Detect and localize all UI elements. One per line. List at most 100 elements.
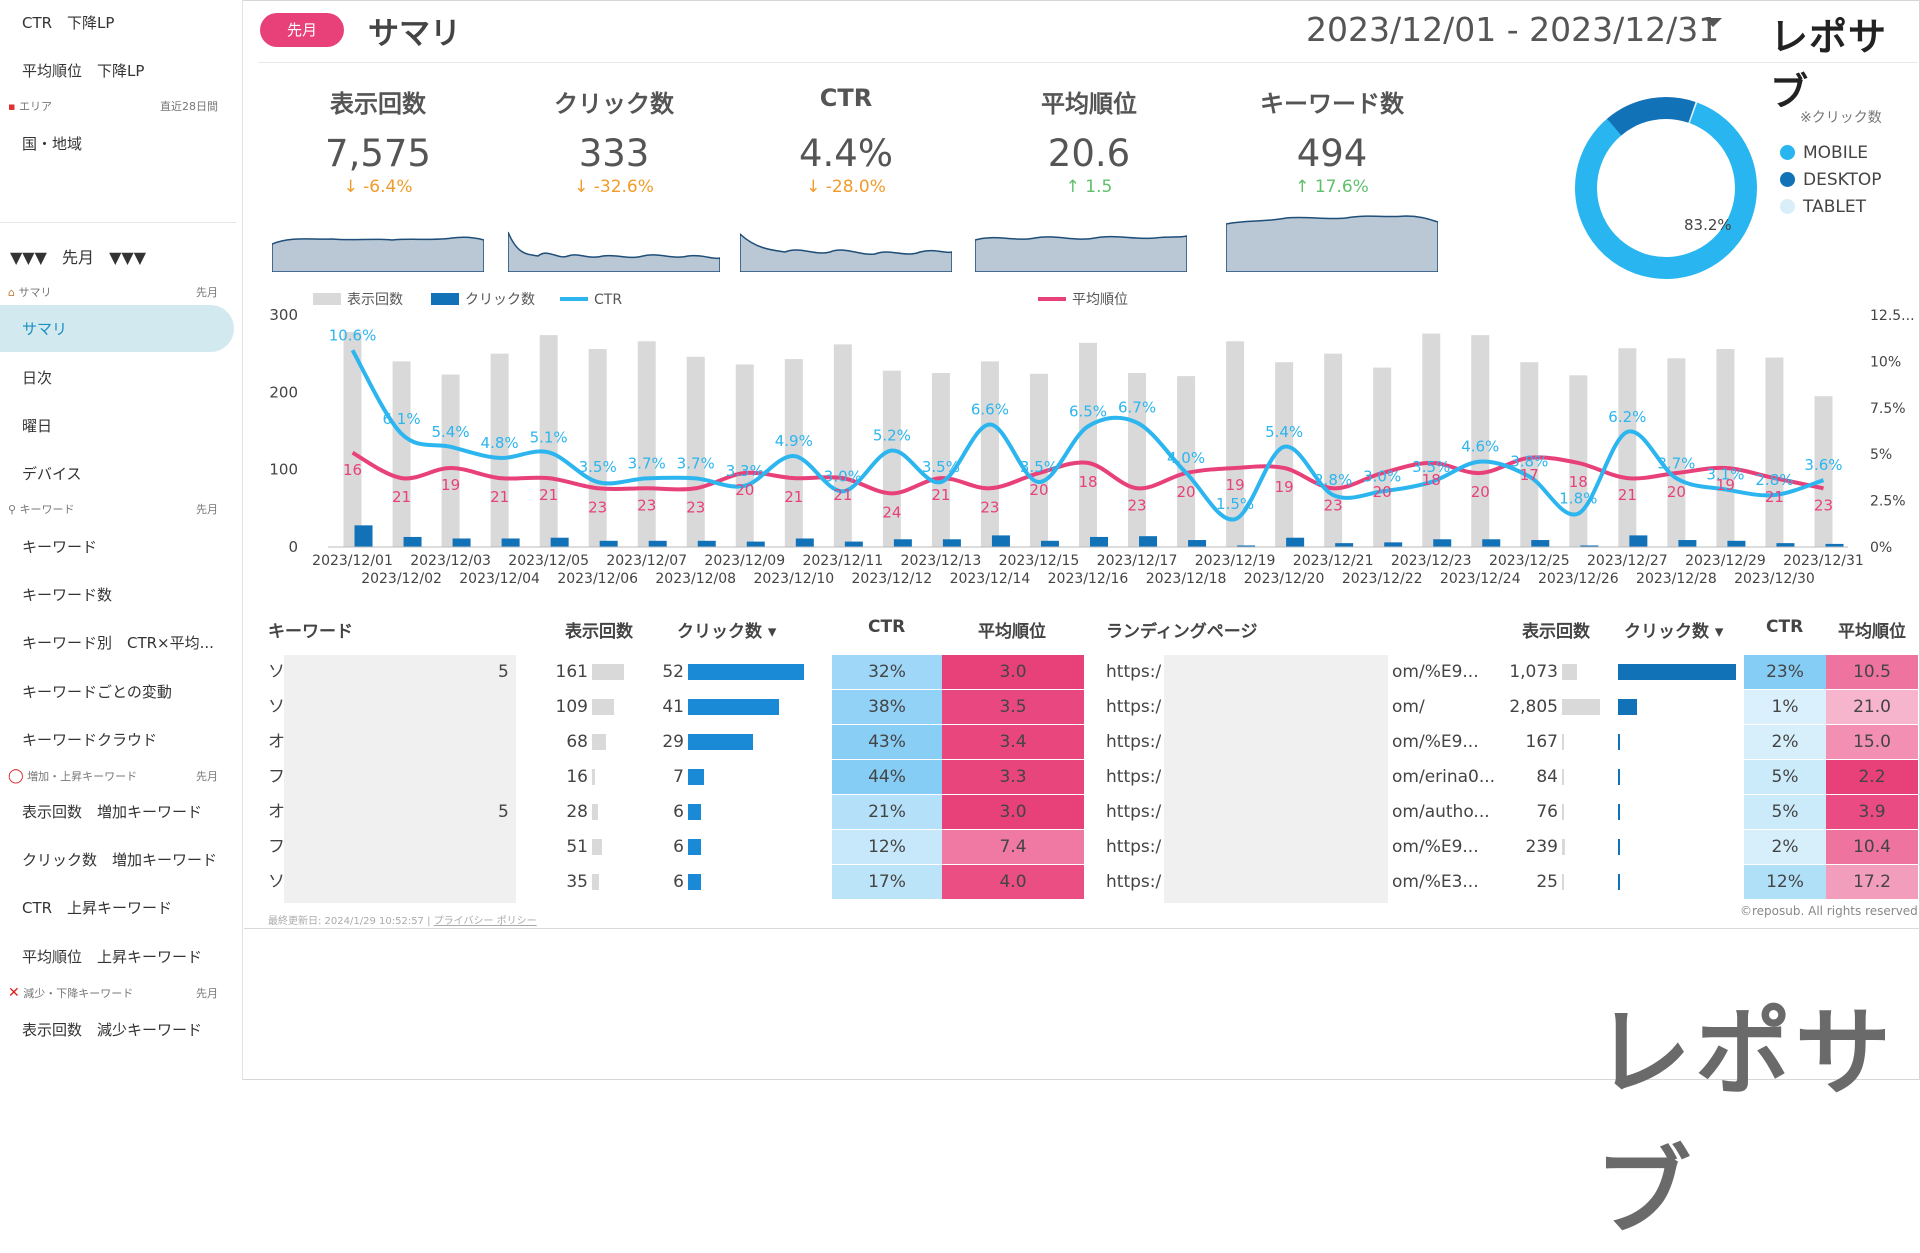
table-row[interactable]: https:/ om/%E9... 167 2% 15.0 <box>1100 725 1918 759</box>
impressions-bar[interactable] <box>1128 373 1147 547</box>
sidebar-item-keyword-change[interactable]: キーワードごとの変動 <box>22 683 172 701</box>
impressions-bar[interactable] <box>1226 341 1245 547</box>
impressions-bar[interactable] <box>392 361 411 547</box>
ctr-line[interactable] <box>350 349 1825 522</box>
impressions-bar[interactable] <box>1079 342 1097 547</box>
clicks-bar[interactable] <box>599 540 618 547</box>
col-header-clicks[interactable]: クリック数 ▾ <box>1624 622 1724 642</box>
impressions-bar[interactable] <box>784 359 803 547</box>
url-cell[interactable]: https:/ <box>1106 802 1162 822</box>
privacy-policy-link[interactable]: プライバシー ポリシー <box>433 916 537 927</box>
impressions-bar[interactable] <box>882 370 901 547</box>
clicks-bar[interactable] <box>354 525 373 547</box>
clicks-bar[interactable] <box>1727 540 1746 547</box>
sidebar-item-ctr-rise[interactable]: CTR 上昇キーワード <box>22 899 173 917</box>
impressions-bar[interactable] <box>1373 367 1392 547</box>
impressions-bar[interactable] <box>1814 396 1833 547</box>
clicks-bar[interactable] <box>1433 539 1452 547</box>
impressions-bar[interactable] <box>1029 373 1048 547</box>
position-line[interactable] <box>351 450 1824 496</box>
url-tail[interactable]: om/%E9... <box>1392 837 1479 857</box>
impressions-bar[interactable] <box>1618 348 1637 547</box>
col-header-position[interactable]: 平均順位 <box>1838 622 1906 642</box>
clicks-bar[interactable] <box>746 541 765 547</box>
clicks-bar[interactable] <box>1629 535 1648 547</box>
sidebar-item-position-rise[interactable]: 平均順位 上昇キーワード <box>22 948 203 966</box>
impressions-bar[interactable] <box>1471 335 1490 547</box>
url-tail[interactable]: om/erina0... <box>1392 767 1496 787</box>
table-row[interactable]: フ 51 6 12% 7.4 <box>268 830 1084 864</box>
chart-legend-3[interactable]: 平均順位 <box>1038 292 1128 308</box>
sidebar-item-weekday[interactable]: 曜日 <box>22 417 53 435</box>
clicks-bar[interactable] <box>795 538 814 547</box>
clicks-bar[interactable] <box>1482 539 1501 547</box>
chart-legend-2[interactable]: CTR <box>560 292 622 308</box>
table-row[interactable]: ソ 35 6 17% 4.0 <box>268 865 1084 899</box>
date-range-picker[interactable]: 2023/12/01 - 2023/12/31 <box>1306 10 1720 49</box>
clicks-bar[interactable] <box>550 537 569 547</box>
clicks-bar[interactable] <box>501 538 520 547</box>
col-header-keyword[interactable]: キーワード <box>268 622 353 642</box>
sidebar-item-keyword[interactable]: キーワード <box>22 538 98 556</box>
clicks-bar[interactable] <box>1825 543 1844 547</box>
donut-slice-desktop[interactable] <box>1566 88 1766 288</box>
chart-legend-0[interactable]: 表示回数 <box>313 292 403 308</box>
impressions-bar[interactable] <box>735 364 754 547</box>
url-tail[interactable]: om/%E3... <box>1392 872 1479 892</box>
clicks-bar[interactable] <box>1580 545 1599 547</box>
clicks-bar[interactable] <box>697 540 716 547</box>
impressions-bar[interactable] <box>1275 362 1294 547</box>
table-row[interactable]: ソ 5 161 52 32% 3.0 <box>268 655 1084 689</box>
col-header-clicks[interactable]: クリック数 ▾ <box>677 622 777 642</box>
clicks-bar[interactable] <box>1040 540 1059 547</box>
impressions-bar[interactable] <box>980 361 999 547</box>
table-row[interactable]: オ 68 29 43% 3.4 <box>268 725 1084 759</box>
legend-tablet[interactable]: TABLET <box>1780 197 1866 217</box>
clicks-bar[interactable] <box>648 540 667 547</box>
impressions-bar[interactable] <box>490 353 509 547</box>
clicks-bar[interactable] <box>1531 540 1550 547</box>
chevron-down-icon[interactable] <box>1704 18 1722 27</box>
url-cell[interactable]: https:/ <box>1106 837 1162 857</box>
clicks-bar[interactable] <box>991 535 1010 547</box>
url-tail[interactable]: om/%E9... <box>1392 732 1479 752</box>
donut-slice-tablet[interactable] <box>1566 88 1766 288</box>
impressions-bar[interactable] <box>1667 358 1686 547</box>
clicks-bar[interactable] <box>1678 540 1697 547</box>
url-cell[interactable]: https:/ <box>1106 697 1162 717</box>
clicks-bar[interactable] <box>1139 536 1158 547</box>
sidebar-item-position-down-lp[interactable]: 平均順位 下降LP <box>22 62 145 80</box>
impressions-bar[interactable] <box>1716 349 1735 547</box>
clicks-bar[interactable] <box>1188 540 1207 547</box>
clicks-bar[interactable] <box>1384 542 1403 547</box>
table-row[interactable]: https:/ om/erina0... 84 5% 2.2 <box>1100 760 1918 794</box>
impressions-bar[interactable] <box>637 341 656 547</box>
sidebar-item-country[interactable]: 国・地域 <box>22 135 83 153</box>
sidebar-item-daily[interactable]: 日次 <box>22 369 53 387</box>
clicks-bar[interactable] <box>1286 537 1305 547</box>
impressions-bar[interactable] <box>931 373 950 547</box>
sidebar-item-clicks-increase[interactable]: クリック数 増加キーワード <box>22 851 218 869</box>
url-cell[interactable]: https:/ <box>1106 872 1162 892</box>
impressions-bar[interactable] <box>1177 376 1196 547</box>
impressions-bar[interactable] <box>686 356 705 547</box>
chart-legend-1[interactable]: クリック数 <box>431 292 535 308</box>
col-header-ctr[interactable]: CTR <box>868 617 906 637</box>
impressions-bar[interactable] <box>343 332 362 547</box>
impressions-bar[interactable] <box>1520 362 1539 547</box>
sidebar-item-ctr-down-lp[interactable]: CTR 下降LP <box>22 14 115 32</box>
clicks-bar[interactable] <box>452 538 471 547</box>
clicks-bar[interactable] <box>893 539 912 547</box>
url-tail[interactable]: om/ <box>1392 697 1425 717</box>
col-header-landing-page[interactable]: ランディングページ <box>1106 622 1258 642</box>
impressions-bar[interactable] <box>539 335 558 547</box>
url-tail[interactable]: om/autho... <box>1392 802 1490 822</box>
url-cell[interactable]: https:/ <box>1106 732 1162 752</box>
clicks-bar[interactable] <box>844 541 863 547</box>
impressions-bar[interactable] <box>588 349 607 547</box>
clicks-bar[interactable] <box>942 539 961 547</box>
table-row[interactable]: https:/ om/%E9... 1,073 23% 10.5 <box>1100 655 1918 689</box>
table-row[interactable]: オ 5 28 6 21% 3.0 <box>268 795 1084 829</box>
table-row[interactable]: ソ 109 41 38% 3.5 <box>268 690 1084 724</box>
clicks-bar[interactable] <box>1335 543 1354 547</box>
